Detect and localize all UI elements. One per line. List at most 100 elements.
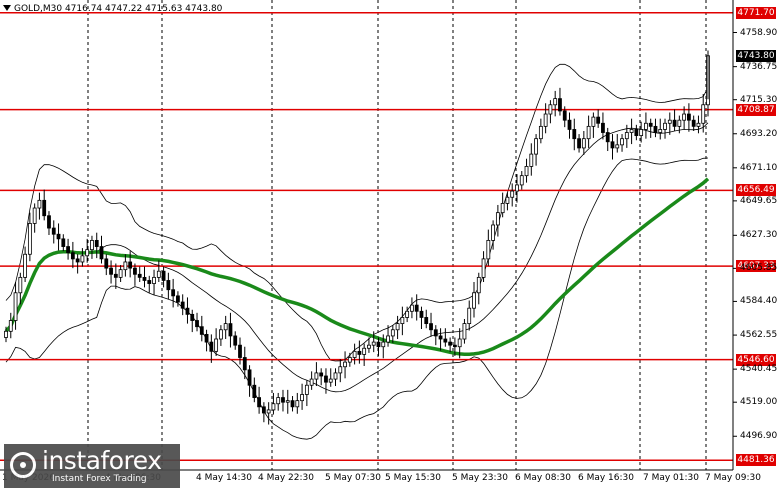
candle-body: [180, 301, 185, 309]
candle-body: [562, 110, 567, 121]
candle-body: [486, 239, 491, 260]
candle-body: [242, 357, 247, 371]
candle-body: [371, 341, 376, 346]
candle-body: [390, 329, 395, 337]
candle-body: [66, 246, 70, 254]
time-tick-label: 5 May 15:30: [385, 473, 441, 483]
price-tick-label: 4736.75: [740, 61, 778, 72]
candle-body: [586, 125, 591, 140]
candle-body: [615, 144, 620, 149]
candle-body: [395, 323, 400, 331]
candle-body: [56, 233, 61, 240]
candle-body: [558, 98, 562, 112]
candle-body: [663, 122, 667, 130]
candle-body: [104, 258, 109, 269]
time-tick-label: 6 May 08:30: [515, 473, 571, 483]
price-tick-label: 4693.20: [740, 128, 778, 139]
candle-body: [218, 329, 223, 340]
candle-body: [567, 119, 572, 130]
candle-body: [295, 400, 300, 408]
time-tick-label: 7 May 09:30: [705, 473, 761, 483]
candle-body: [252, 384, 257, 398]
bollinger-middle: [5, 122, 709, 393]
candle-body: [333, 372, 338, 380]
level-label: 4771.70: [736, 6, 776, 19]
candle-body: [42, 199, 47, 217]
candle-body: [686, 113, 691, 121]
bollinger-lower: [5, 157, 709, 440]
candle-body: [99, 246, 104, 260]
price-tick-label: 4519.00: [740, 397, 778, 408]
candle-body: [629, 129, 634, 133]
level-label: 4656.49: [736, 184, 776, 197]
candle-body: [500, 203, 505, 214]
candle-body: [462, 323, 467, 340]
candle-body: [300, 394, 304, 402]
price-tick-label: 4649.65: [740, 195, 778, 206]
candle-body: [176, 295, 180, 303]
instaforex-watermark: instaforex Instant Forex Trading: [4, 444, 180, 488]
candle-body: [290, 400, 295, 408]
candle-body: [266, 409, 271, 414]
candle-body: [653, 125, 658, 133]
time-tick-label: 5 May 23:30: [452, 473, 508, 483]
candle-body: [233, 335, 238, 346]
price-tick-label: 4671.10: [740, 162, 778, 173]
candle-body: [347, 357, 352, 363]
candle-body: [529, 153, 534, 167]
candle-body: [452, 344, 457, 348]
moving-average-line: [4, 177, 710, 357]
candle-body: [18, 276, 23, 294]
candle-body: [47, 215, 51, 229]
candle-body: [448, 341, 453, 346]
candle-body: [61, 238, 66, 247]
candle-body: [70, 252, 75, 260]
candle-body: [247, 369, 252, 386]
time-tick-label: 6 May 16:30: [578, 473, 634, 483]
candle-body: [343, 361, 347, 368]
candle-body: [405, 310, 410, 318]
candle-body: [682, 113, 687, 121]
instaforex-logo-icon: [10, 452, 36, 478]
price-tick-label: 4715.30: [740, 94, 778, 105]
candle-body: [424, 317, 429, 325]
candle-body: [410, 304, 414, 312]
candle-body: [515, 184, 519, 192]
price-tick-label: 4540.45: [740, 364, 778, 375]
candle-body: [324, 375, 328, 383]
candle-body: [238, 344, 242, 358]
candle-body: [548, 104, 553, 115]
candle-body: [519, 175, 524, 186]
candle-body: [472, 292, 476, 309]
price-tick-label: 4496.90: [740, 431, 778, 442]
time-tick-label: 7 May 01:30: [643, 473, 699, 483]
price-tick-label: 4584.40: [740, 296, 778, 307]
candle-body: [314, 372, 319, 380]
candle-body: [438, 335, 443, 340]
price-tick-label: 4562.55: [740, 330, 778, 341]
candle-body: [376, 341, 381, 348]
symbol-header: GOLD,M30 4716.74 4747.22 4715.63 4743.80: [14, 4, 223, 14]
candle-body: [476, 276, 481, 294]
candle-body: [658, 129, 663, 133]
candle-body: [204, 333, 209, 343]
candle-body: [190, 313, 195, 321]
candle-body: [601, 122, 605, 133]
chart-menu-icon[interactable]: [3, 5, 11, 11]
candle-body: [386, 335, 390, 343]
candle-body: [8, 320, 13, 332]
candle-body: [214, 338, 219, 352]
candle-body: [51, 227, 56, 235]
level-label: 4708.87: [736, 103, 776, 116]
candle-body: [620, 138, 624, 146]
candle-body: [505, 196, 510, 204]
candle-body: [156, 270, 161, 278]
candle-body: [701, 104, 706, 124]
candle-body: [27, 223, 32, 255]
candle-body: [223, 323, 228, 331]
candle-body: [605, 132, 610, 143]
candle-body: [195, 320, 199, 328]
candle-body: [80, 255, 85, 263]
